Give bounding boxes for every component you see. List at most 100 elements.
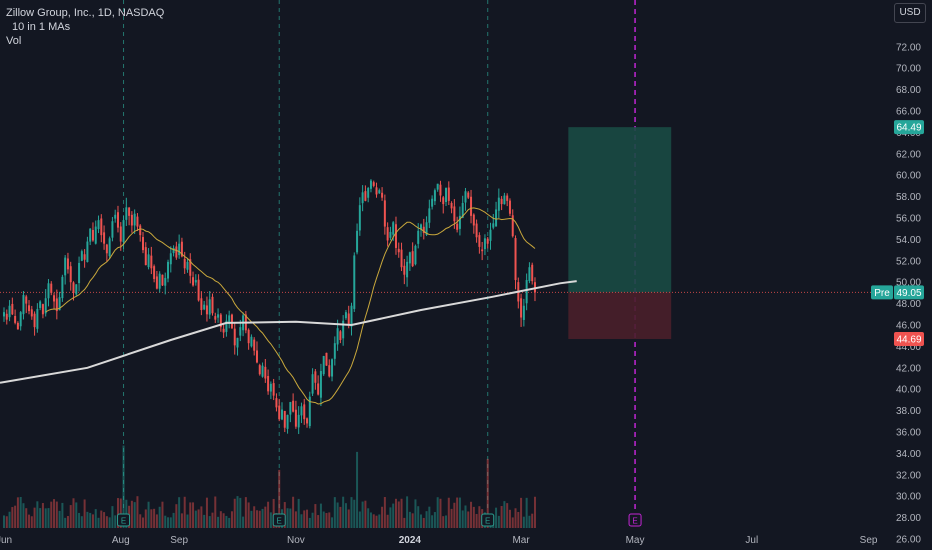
volume-bar — [503, 501, 506, 528]
candle-body — [294, 409, 297, 427]
volume-bar — [89, 512, 92, 528]
candle-body — [336, 328, 339, 345]
candle-body — [528, 267, 531, 282]
candle-body — [417, 230, 420, 244]
candle-body — [472, 214, 475, 226]
volume-bar — [103, 512, 106, 528]
candle-body — [369, 180, 372, 189]
candle-body — [250, 336, 253, 347]
candle-body — [420, 224, 422, 230]
candle-body — [114, 214, 117, 219]
candle-body — [317, 383, 320, 395]
volume-bar — [314, 504, 317, 528]
volume-bar — [72, 498, 75, 528]
candlesticks — [3, 179, 536, 435]
candle-body — [372, 182, 375, 186]
volume-bar — [3, 515, 5, 528]
target-price-tag-bg — [894, 120, 924, 135]
candle-body — [133, 213, 136, 226]
currency-button[interactable]: USD — [894, 3, 926, 23]
candle-body — [311, 374, 314, 394]
y-tick-label: 30.00 — [896, 492, 921, 503]
candle-body — [275, 398, 278, 408]
volume-bar — [217, 516, 220, 528]
candle-body — [495, 209, 498, 227]
volume-bar — [5, 516, 8, 528]
candle-body — [520, 298, 523, 318]
candle-body — [75, 284, 78, 295]
candle-body — [214, 316, 217, 320]
volume-bar — [194, 510, 197, 528]
volume-bar — [44, 508, 47, 528]
candle-body — [511, 215, 514, 237]
volume-bar — [439, 498, 442, 528]
candle-body — [228, 315, 231, 324]
candle-body — [147, 254, 150, 268]
ma-indicator-label[interactable]: 10 in 1 MAs — [12, 21, 71, 33]
volume-bar — [417, 506, 420, 528]
volume-bar — [172, 512, 175, 528]
candle-body — [186, 261, 189, 270]
candle-body — [428, 208, 431, 223]
symbol-title[interactable]: Zillow Group, Inc., 1D, NASDAQ — [6, 7, 165, 19]
volume-bar — [155, 514, 158, 528]
volume-bar — [442, 516, 445, 528]
volume-bar — [456, 497, 459, 528]
volume-bar — [111, 506, 114, 528]
volume-bar — [22, 503, 25, 528]
candle-body — [394, 224, 397, 248]
volume-bar — [116, 498, 119, 528]
candle-body — [347, 313, 350, 325]
volume-bar — [136, 496, 139, 528]
current-price-tag: 49.05 — [896, 288, 921, 299]
volume-bar — [83, 499, 86, 528]
candle-body — [508, 200, 511, 214]
volume-bar — [14, 505, 17, 528]
volume-bar — [350, 497, 353, 528]
stop-price-tag-bg — [894, 332, 924, 347]
candle-body — [11, 303, 14, 315]
volume-bar — [139, 514, 142, 528]
candle-body — [353, 255, 356, 309]
candle-body — [253, 339, 256, 351]
candle-body — [111, 221, 114, 238]
y-tick-label: 32.00 — [896, 470, 921, 481]
volume-bar — [431, 515, 434, 528]
candle-body — [306, 418, 309, 424]
volume-bar — [392, 503, 395, 528]
candle-body — [361, 192, 364, 204]
volume-bar — [192, 502, 195, 528]
earnings-label: E — [277, 517, 282, 526]
volume-bar — [522, 516, 525, 528]
candle-body — [364, 191, 367, 201]
volume-bar — [19, 496, 22, 528]
volume-bar — [428, 506, 431, 528]
candle-body — [239, 327, 242, 336]
candle-body — [481, 249, 484, 252]
volume-bar — [531, 513, 534, 528]
volume-bar — [422, 517, 425, 528]
candle-body — [447, 187, 450, 201]
volume-bar — [436, 497, 439, 528]
candle-body — [456, 223, 459, 230]
volume-bar — [236, 496, 239, 528]
volume-indicator-label[interactable]: Vol — [6, 35, 22, 47]
candle-body — [203, 304, 206, 310]
candle-body — [503, 195, 506, 205]
candle-body — [103, 232, 106, 244]
volume-bar — [394, 498, 397, 528]
earnings-icon — [628, 513, 642, 527]
volume-bar — [381, 506, 384, 528]
candle-body — [314, 371, 317, 383]
candle-body — [461, 203, 464, 218]
candle-body — [411, 251, 414, 267]
volume-bar — [420, 514, 422, 528]
candle-body — [308, 396, 311, 427]
volume-bar — [258, 510, 261, 528]
volume-bar — [364, 500, 367, 528]
volume-bar — [161, 501, 164, 528]
candle-body — [125, 207, 128, 220]
volume-bar — [142, 517, 144, 528]
candle-body — [16, 322, 19, 330]
